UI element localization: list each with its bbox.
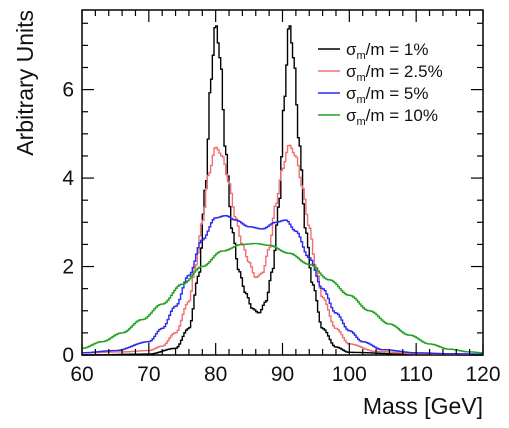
- x-tick-label: 90: [271, 363, 294, 386]
- legend-label: σm/m = 2.5%: [346, 62, 443, 84]
- legend: σm/m = 1%σm/m = 2.5%σm/m = 5%σm/m = 10%: [318, 40, 443, 128]
- y-axis-label: Arbitrary Units: [12, 10, 38, 156]
- x-tick-label: 80: [204, 363, 227, 386]
- series-line-1: [82, 25, 483, 356]
- y-tick-label: 4: [62, 167, 74, 190]
- x-tick-label: 100: [332, 363, 367, 386]
- y-tick-label: 2: [62, 256, 74, 279]
- y-tick-label: 6: [62, 79, 74, 102]
- legend-label: σm/m = 5%: [346, 84, 429, 106]
- x-axis-label: Mass [GeV]: [363, 393, 483, 419]
- x-tick-label: 60: [70, 363, 93, 386]
- y-tick-label: 0: [62, 344, 74, 367]
- y-axis-ticks: 0 2 4 6: [62, 22, 483, 367]
- x-tick-label: 120: [465, 363, 500, 386]
- series-line-4: [82, 242, 483, 354]
- legend-label: σm/m = 10%: [346, 106, 438, 128]
- x-tick-label: 70: [137, 363, 160, 386]
- legend-label: σm/m = 1%: [346, 40, 429, 62]
- x-axis-ticks: 60 70 80 90 100 110 120: [70, 10, 501, 386]
- series-line-3: [82, 215, 483, 355]
- x-tick-label: 110: [399, 363, 432, 386]
